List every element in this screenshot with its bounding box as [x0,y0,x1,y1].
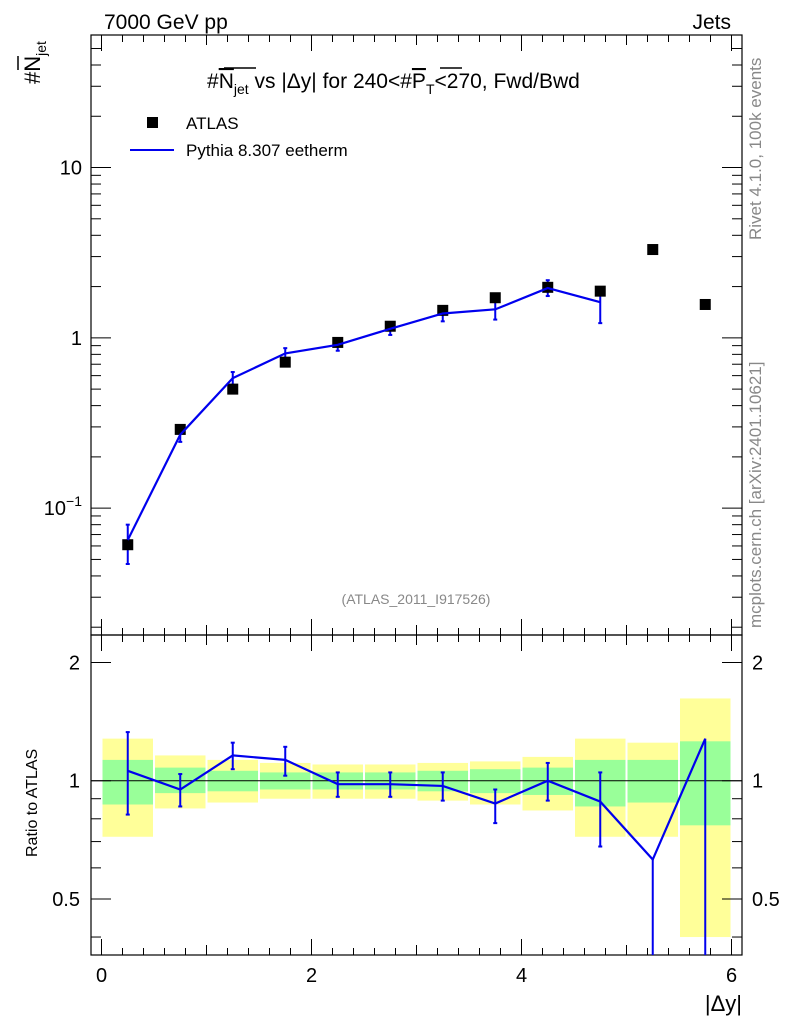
atlas-data-point [227,383,239,395]
ratio-ylabel: Ratio to ATLAS [24,749,41,857]
main-ylabel-prefix: # [20,71,45,84]
ratio-y-tick-label-right: 0.5 [752,889,780,911]
legend-marker-atlas [147,117,158,128]
main-ylabel: #Njet [20,41,49,84]
rivet-label: Rivet 4.1.0, 100k events [746,58,765,240]
title-mid: vs |Δy| for 240<# [249,70,413,93]
legend-label-pythia: Pythia 8.307 eetherm [186,141,348,160]
legend-label-atlas: ATLAS [186,114,239,133]
atlas-data-point [699,298,711,310]
atlas-data-point [384,320,396,332]
svg-text:#Njet: #Njet [20,41,49,84]
atlas-data-point [174,423,186,435]
ratio-y-tick-label: 1 [69,771,80,793]
title-p-sub: T [426,81,435,97]
ratio-line [127,738,707,862]
main-ylabel-base: N [20,56,45,72]
title-suffix: <270, Fwd/Bwd [435,70,580,93]
pythia-line [126,286,601,541]
mcplots-label: mcplots.cern.ch [arXiv:2401.10621] [746,362,765,628]
title-prefix: # [207,70,219,93]
x-tick-label: 0 [96,965,107,987]
atlas-data-point [437,304,449,316]
x-tick-label: 4 [516,965,527,987]
y-tick-label: 10−1 [44,493,82,520]
ratio-panel: 0 2 4 6 0.5 0.5 1 1 2 2 [52,634,780,987]
atlas-data-point [594,285,606,297]
header-right: Jets [692,11,731,34]
atlas-data-point [332,336,344,348]
y-tick-label: 10 [60,158,82,180]
y-tick-label: 1 [71,328,82,350]
ratio-y-tick-label: 2 [69,653,80,675]
x-axis-label: |Δy| [705,991,742,1016]
ratio-y-tick-label: 0.5 [52,889,80,911]
title-p: P [412,70,426,93]
title-n-sub: jet [233,81,249,97]
ratio-y-tick-label-right: 2 [752,653,763,675]
atlas-data-point [489,292,501,304]
ratio-y-tick-label-right: 1 [752,771,763,793]
x-tick-label: 6 [726,965,737,987]
main-panel: #Njet vs |Δy| for 240<#PT<270, Fwd/Bwd A… [44,34,743,636]
main-ylabel-sub: jet [33,41,49,57]
title-n: N [219,70,234,93]
main-title: #Njet vs |Δy| for 240<#PT<270, Fwd/Bwd [207,70,580,97]
atlas-data-point [122,539,134,551]
x-tick-label: 2 [306,965,317,987]
atlas-data-point [647,244,659,256]
atlas-data-point [279,356,291,368]
header-left: 7000 GeV pp [104,11,228,34]
watermark: (ATLAS_2011_I917526) [342,591,491,607]
